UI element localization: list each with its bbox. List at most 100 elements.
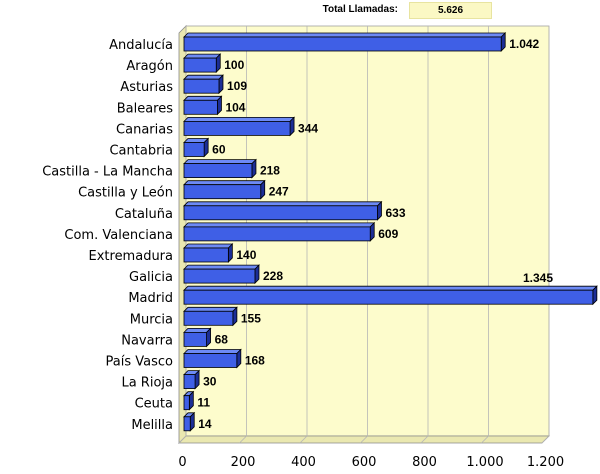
bar-top-face — [183, 243, 234, 249]
bar-front-face — [183, 205, 378, 221]
category-label: Madrid — [128, 291, 173, 306]
bar-top-face — [183, 327, 212, 333]
gridline-floor — [541, 435, 550, 444]
bar-front-face — [183, 310, 234, 326]
category-label: Melilla — [131, 418, 173, 433]
value-label: 14 — [198, 417, 212, 431]
bar-front-face — [183, 57, 217, 73]
value-label: 168 — [245, 354, 265, 368]
bar-top-face — [183, 222, 376, 228]
bar-front-face — [183, 247, 229, 263]
gridline-floor — [299, 435, 308, 444]
bar — [183, 285, 598, 306]
category-label: Asturias — [120, 80, 173, 95]
bar-top-face — [183, 306, 238, 312]
bar-front-face — [183, 163, 253, 179]
bar — [183, 116, 296, 137]
bars — [183, 32, 598, 432]
value-label: 609 — [378, 227, 398, 241]
bar — [183, 369, 201, 390]
bar — [183, 95, 223, 116]
bar — [183, 137, 210, 158]
total-calls-value: 5.626 — [409, 2, 492, 19]
bar-top-face — [183, 285, 598, 291]
gridline-floor — [360, 435, 368, 444]
bar-top-face — [183, 159, 257, 165]
category-label: Aragón — [126, 59, 173, 74]
category-label: Ceuta — [135, 397, 173, 412]
value-label: 11 — [197, 396, 210, 410]
bar — [183, 200, 383, 221]
bar-top-face — [183, 201, 383, 207]
x-tick-label: 0 — [178, 455, 186, 470]
bar-top-face — [183, 95, 223, 101]
value-label: 247 — [269, 185, 289, 199]
value-label: 100 — [224, 58, 244, 72]
value-label: 68 — [215, 332, 229, 346]
value-label: 633 — [385, 206, 405, 220]
bar-top-face — [183, 349, 242, 354]
category-label: La Rioja — [121, 376, 173, 391]
value-label: 109 — [227, 79, 247, 93]
category-label: Castilla - La Mancha — [42, 165, 173, 180]
category-label: Com. Valenciana — [64, 228, 173, 243]
total-calls-summary: Total Llamadas: 5.626 — [0, 0, 600, 22]
value-label: 1.042 — [509, 37, 539, 51]
x-tick-label: 1.000 — [466, 455, 503, 470]
category-labels: Andalucía Aragón Asturias Baleares Canarias C… — [42, 38, 173, 433]
gridline-floor — [239, 435, 247, 444]
bar-top-face — [183, 53, 222, 59]
bar-front-face — [183, 395, 190, 411]
bar-front-face — [183, 142, 205, 157]
category-label: País Vasco — [106, 355, 174, 370]
category-label: Extremadura — [89, 249, 174, 264]
bar — [183, 158, 257, 179]
category-label: Murcia — [130, 312, 173, 327]
bar-front-face — [183, 99, 218, 115]
bar-front-face — [183, 331, 207, 347]
category-label: Galicia — [129, 270, 173, 285]
bar-front-face — [183, 353, 238, 368]
value-label: 140 — [236, 248, 256, 262]
category-label: Navarra — [121, 333, 173, 348]
bar — [183, 264, 260, 285]
bar-front-face — [183, 226, 371, 242]
x-axis-ticks: 0 200 400 600 800 1.000 1.200 — [178, 455, 564, 470]
total-calls-label: Total Llamadas: — [322, 4, 398, 15]
bar-front-face — [183, 121, 291, 136]
bar — [183, 243, 234, 263]
bar — [183, 411, 196, 432]
bar — [183, 348, 242, 369]
bar-front-face — [183, 289, 594, 305]
x-tick-label: 200 — [231, 455, 256, 470]
bar — [183, 327, 212, 348]
bar-front-face — [183, 374, 196, 390]
value-label: 1.345 — [523, 271, 553, 285]
bar-front-face — [183, 416, 191, 432]
value-label: 104 — [225, 100, 245, 114]
x-tick-label: 800 — [412, 455, 437, 470]
bar-front-face — [183, 268, 256, 284]
x-tick-label: 600 — [352, 455, 377, 470]
bar — [183, 32, 507, 52]
bar — [183, 221, 376, 242]
x-tick-label: 400 — [291, 455, 316, 470]
value-label: 344 — [298, 121, 318, 135]
bar — [183, 53, 222, 74]
category-label: Cataluña — [115, 207, 173, 222]
value-labels: 1.042 100 109 104 344 60 218 247 633 609 140 228 1.3… — [197, 37, 553, 431]
gridline-floor — [420, 435, 429, 444]
bar — [183, 390, 195, 411]
value-label: 60 — [212, 143, 226, 157]
bar — [183, 179, 266, 200]
value-label: 218 — [260, 164, 280, 178]
bar-top-face — [183, 117, 296, 122]
bar-front-face — [183, 36, 502, 52]
value-label: 30 — [203, 375, 217, 389]
bar-front-face — [183, 78, 220, 94]
gridline-floor — [481, 435, 489, 444]
category-label: Andalucía — [109, 38, 173, 53]
category-label: Cantabria — [109, 144, 173, 159]
category-label: Canarias — [116, 122, 173, 137]
x-tick-label: 1.200 — [527, 455, 564, 470]
